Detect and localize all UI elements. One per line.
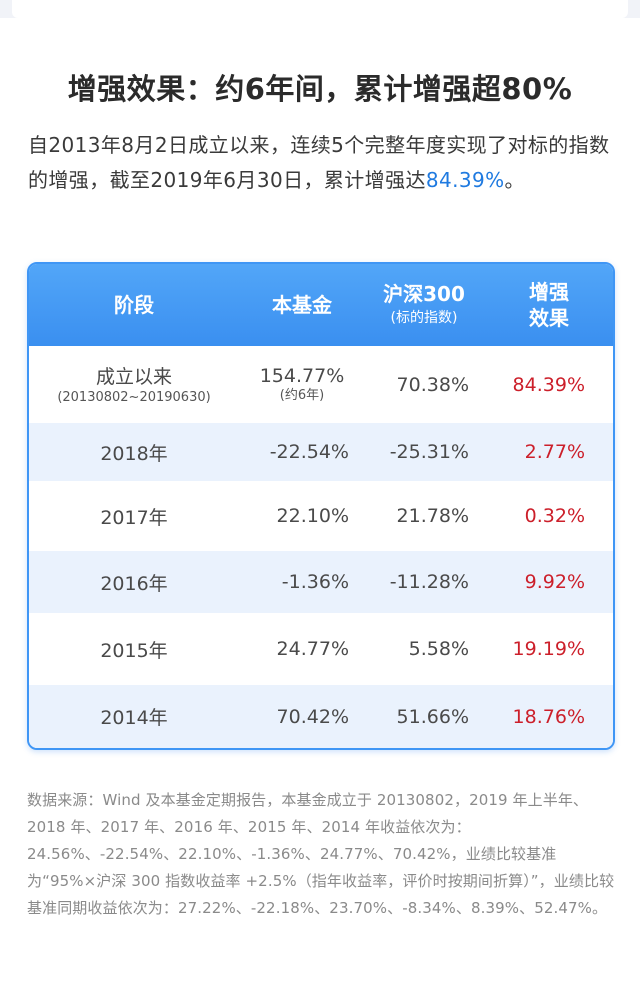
- intro-end: 。: [504, 168, 525, 192]
- cell-index: 5.58%: [408, 638, 469, 660]
- table-row: 2017年 22.10% 21.78% 0.32%: [29, 481, 613, 551]
- table-row: 2018年 -22.54% -25.31% 2.77%: [29, 423, 613, 481]
- cell-index: 21.78%: [396, 505, 469, 527]
- cell-period: 2016年: [100, 572, 168, 595]
- cell-fund: 22.10%: [276, 505, 349, 527]
- cell-enhance: 18.76%: [512, 705, 585, 728]
- cell-fund: -22.54%: [269, 441, 349, 463]
- performance-table: 阶段 本基金 沪深300 (标的指数) 增强 效果 成立以来 (20130802~20…: [27, 262, 615, 750]
- cell-enhance: 0.32%: [524, 505, 585, 527]
- cell-enhance: 84.39%: [512, 373, 585, 396]
- data-source-note: 数据来源：Wind 及本基金定期报告，本基金成立于 20130802，2019 …: [27, 791, 615, 917]
- cell-period: 2014年: [100, 707, 168, 729]
- top-strip: [0, 0, 640, 18]
- cell-enhance: 9.92%: [524, 571, 585, 593]
- intro-paragraph: 自2013年8月2日成立以来，连续5个完整年度实现了对标的指数的增强，截至201…: [28, 128, 618, 198]
- cell-period: 成立以来 (20130802~20190630): [57, 366, 211, 405]
- cell-fund: -1.36%: [281, 571, 349, 593]
- cell-period: 2015年: [100, 639, 168, 662]
- header-period: 阶段: [114, 293, 154, 317]
- cell-period: 2018年: [100, 442, 168, 465]
- intro-text: 自2013年8月2日成立以来，连续5个完整年度实现了对标的指数的增强，截至201…: [28, 133, 610, 192]
- table-header: 阶段 本基金 沪深300 (标的指数) 增强 效果: [29, 264, 613, 346]
- table-row: 2015年 24.77% 5.58% 19.19%: [29, 613, 613, 685]
- table-row: 2014年 70.42% 51.66% 18.76%: [29, 685, 613, 748]
- cell-fund: 70.42%: [276, 705, 349, 728]
- cell-enhance: 19.19%: [512, 638, 585, 660]
- header-fund: 本基金: [272, 293, 332, 317]
- table-row: 2016年 -1.36% -11.28% 9.92%: [29, 551, 613, 613]
- cell-period: 2017年: [100, 506, 168, 529]
- cell-fund: 24.77%: [276, 638, 349, 660]
- cell-enhance: 2.77%: [524, 441, 585, 463]
- cell-index: 70.38%: [396, 373, 469, 396]
- cell-index: -25.31%: [389, 441, 469, 463]
- page-title: 增强效果：约6年间，累计增强超80%: [67, 72, 573, 106]
- cell-index: 51.66%: [396, 705, 469, 728]
- header-enhance: 增强 效果: [529, 280, 569, 330]
- cell-fund: 154.77% (约6年): [259, 364, 345, 403]
- intro-highlight: 84.39%: [425, 168, 505, 192]
- table-row: 成立以来 (20130802~20190630) 154.77% (约6年) 70.…: [29, 346, 613, 423]
- top-card-edge: [12, 0, 628, 18]
- header-index: 沪深300 (标的指数): [383, 282, 465, 326]
- cell-index: -11.28%: [389, 571, 469, 593]
